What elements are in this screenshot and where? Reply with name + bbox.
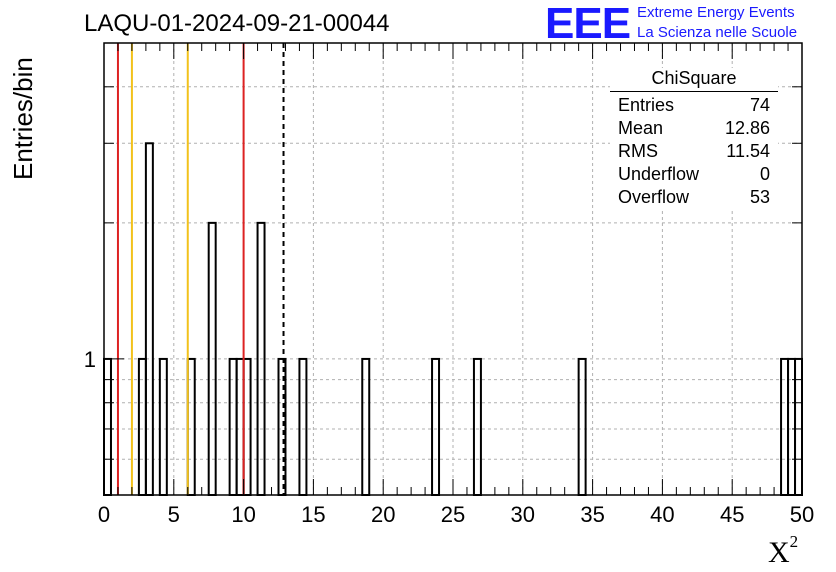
x-tick-label: 45 <box>720 502 744 527</box>
stats-box: ChiSquare Entries 74 Mean 12.86 RMS 11.54 U… <box>610 68 778 209</box>
x-tick-label: 30 <box>511 502 535 527</box>
stats-title: ChiSquare <box>610 68 778 92</box>
chart-title: LAQU-01-2024-09-21-00044 <box>84 10 390 37</box>
logo-line-2: La Scienza nelle Scuole <box>637 24 798 41</box>
histogram-bin <box>144 142 154 496</box>
x-axis-label: X2 <box>768 532 799 569</box>
x-tick-label: 35 <box>580 502 604 527</box>
y-axis-label: Entries/bin <box>8 57 38 180</box>
x-tick-label: 0 <box>98 502 110 527</box>
x-tick-label: 5 <box>168 502 180 527</box>
x-tick-label: 25 <box>441 502 465 527</box>
x-tick-label: 50 <box>790 502 814 527</box>
x-tick-label: 10 <box>231 502 255 527</box>
x-tick-label: 15 <box>301 502 325 527</box>
x-tick-label: 40 <box>650 502 674 527</box>
stats-row-mean: Mean 12.86 <box>618 118 770 138</box>
y-tick-label: 1 <box>84 347 96 372</box>
x-tick-label: 20 <box>371 502 395 527</box>
logo-line-1: Extreme Energy Events <box>637 4 795 21</box>
stats-row-underflow: Underflow 0 <box>618 164 770 184</box>
stats-row-overflow: Overflow 53 <box>618 187 770 207</box>
stats-row-rms: RMS 11.54 <box>618 141 770 161</box>
eee-logo: EEE <box>545 0 631 48</box>
stats-row-entries: Entries 74 <box>618 95 770 115</box>
